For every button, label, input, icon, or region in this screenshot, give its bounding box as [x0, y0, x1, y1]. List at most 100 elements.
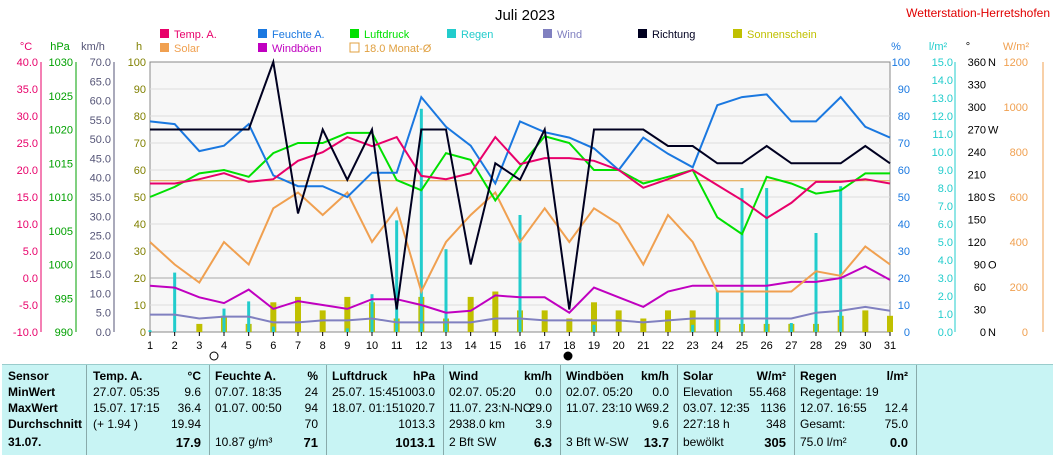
- compass-label: W: [988, 125, 999, 137]
- x-tick-label: 14: [465, 340, 477, 352]
- solar-avg-val: 348: [765, 417, 786, 431]
- rain-tick-label: 15.0: [932, 57, 953, 69]
- gust-cur-note: 3 Bft W-SW: [566, 435, 629, 449]
- bar-regen-day29: [839, 186, 843, 332]
- humidity-tick-label: 100: [892, 57, 910, 69]
- legend-label: Wind: [557, 29, 582, 41]
- legend-label: 18.0 Monat-Ø: [364, 43, 432, 55]
- bar-regen-day27: [789, 323, 793, 332]
- wind-tick-label: 40.0: [90, 173, 111, 185]
- x-tick-label: 27: [785, 340, 797, 352]
- wind-cur-note: 2 Bft SW: [449, 435, 497, 449]
- temp-avg-val: 19.94: [170, 417, 201, 431]
- wind-max-val: 29.0: [528, 401, 552, 415]
- bar-sonnenschein-day9: [344, 296, 351, 332]
- direction-tick-label: 360: [968, 57, 986, 69]
- x-tick-label: 30: [859, 340, 871, 352]
- pressure-max-date: 18.07. 01:15: [332, 401, 399, 415]
- pressure-min-date: 25.07. 15:45: [332, 385, 399, 399]
- min-label: MinWert: [8, 385, 56, 399]
- gust-min-val: 0.0: [652, 385, 669, 399]
- gust-avg-val: 9.6: [652, 417, 669, 431]
- temp-tick-label: 30.0: [17, 111, 38, 123]
- pressure-tick-label: 1000: [49, 260, 73, 272]
- bar-regen-day24: [715, 290, 719, 332]
- wind-header: Wind: [449, 369, 479, 383]
- sunshine-tick-label: 30: [134, 246, 146, 258]
- x-tick-label: 26: [761, 340, 773, 352]
- direction-tick-label: 240: [968, 147, 986, 159]
- bar-regen-day26: [765, 188, 769, 332]
- wind-tick-label: 55.0: [90, 115, 111, 127]
- humidity-tick-label: 30: [898, 246, 910, 258]
- legend-swatch-richtung: [638, 29, 647, 38]
- humidity-tick-label: 0: [904, 327, 910, 339]
- line-windben: [149, 265, 891, 314]
- x-tick-label: 21: [637, 340, 649, 352]
- direction-tick-label: 300: [968, 102, 986, 114]
- bar-regen-day2: [173, 272, 177, 332]
- first-quarter-moon-icon: [209, 351, 219, 361]
- humidity-min-date: 07.07. 18:35: [215, 385, 282, 399]
- solar-tick-label: 400: [1010, 237, 1028, 249]
- legend-swatch-month-average: [349, 42, 360, 53]
- rain-tick-label: 8.0: [938, 183, 953, 195]
- temp-cur: 17.9: [175, 435, 201, 450]
- line-wind: [150, 305, 891, 324]
- direction-tick-label: 270: [968, 125, 986, 137]
- bar-regen-day19: [592, 324, 596, 332]
- bar-sonnenschein-day31: [887, 315, 893, 332]
- wind-tick-label: 0.0: [96, 327, 111, 339]
- line-solar: [149, 190, 891, 295]
- pressure-tick-label: 990: [55, 327, 73, 339]
- temp-header: Temp. A.: [93, 369, 143, 383]
- x-tick-label: 13: [440, 340, 452, 352]
- bar-regen-day25: [740, 188, 744, 332]
- solar-unit: W/m²: [756, 369, 786, 383]
- compass-label: S: [988, 192, 995, 204]
- solar-tick-label: 0: [1022, 327, 1028, 339]
- direction-unit-label: °: [966, 41, 970, 53]
- rain-cur: 0.0: [889, 435, 908, 450]
- right-axes: 0 10 20 30 40 50 60 70 80 90 100 0.0 1.0 2.0 3.0 4.0 5.0…: [892, 57, 1044, 339]
- bar-regen-day10: [370, 294, 374, 332]
- avg-label: Durchschnitt: [8, 417, 83, 431]
- temp-unit-label: °C: [20, 41, 32, 53]
- axis-unit-labels: °C hPa km/h h% l/m² ° W/m²: [20, 41, 1030, 53]
- solar-max-date: 03.07. 12:35: [683, 401, 750, 415]
- solar-cur: 305: [764, 435, 786, 450]
- wind-max-date: 11.07. 23:N-NO: [449, 401, 533, 415]
- bar-sonnenschein-day14: [467, 296, 474, 332]
- x-tick-label: 28: [810, 340, 822, 352]
- x-tick-label: 5: [246, 340, 252, 352]
- rain-max-date: 12.07. 16:55: [800, 401, 867, 415]
- x-tick-label: 15: [489, 340, 501, 352]
- temp-tick-label: 40.0: [17, 57, 38, 69]
- rain-tick-label: 2.0: [938, 291, 953, 303]
- solar-avg-note: 227:18 h: [683, 417, 730, 431]
- rain-tick-label: 12.0: [932, 111, 953, 123]
- temp-max-val: 36.4: [177, 401, 201, 415]
- x-tick-label: 18: [563, 340, 575, 352]
- chart-title: Juli 2023: [495, 7, 555, 24]
- x-tick-label: 17: [539, 340, 551, 352]
- compass-label: N: [988, 327, 996, 339]
- legend-label: Sonnenschein: [747, 29, 817, 41]
- sunshine-tick-label: 80: [134, 111, 146, 123]
- wind-tick-label: 35.0: [90, 192, 111, 204]
- left-axes: -10.0 -5.0 0.0 5.0 10.0 15.0 20.0 25.0 30.0 35.0 4…: [13, 57, 146, 339]
- stats-solar-column: Solar W/m² Elevation 55.468 03.07. 12:35 1136…: [677, 365, 795, 455]
- gust-unit: km/h: [640, 369, 669, 383]
- x-tick-label: 22: [662, 340, 674, 352]
- humidity-max-date: 01.07. 00:50: [215, 401, 282, 415]
- x-tick-label: 4: [221, 340, 227, 352]
- sunshine-tick-label: 40: [134, 219, 146, 231]
- solar-unit-label: W/m²: [1003, 41, 1030, 53]
- statistics-table: Sensor MinWert MaxWert Durchschnitt 31.0…: [2, 364, 1053, 455]
- legend-swatch-regen: [447, 29, 456, 38]
- stats-humidity-column: Feuchte A.% 07.07. 18:35 24 01.07. 00:50 94 7…: [209, 365, 327, 455]
- rain-unit: l/m²: [886, 369, 908, 383]
- x-tick-label: 31: [884, 340, 896, 352]
- new-moon-icon: [563, 351, 573, 361]
- solar-cur-note: bewölkt: [683, 435, 724, 449]
